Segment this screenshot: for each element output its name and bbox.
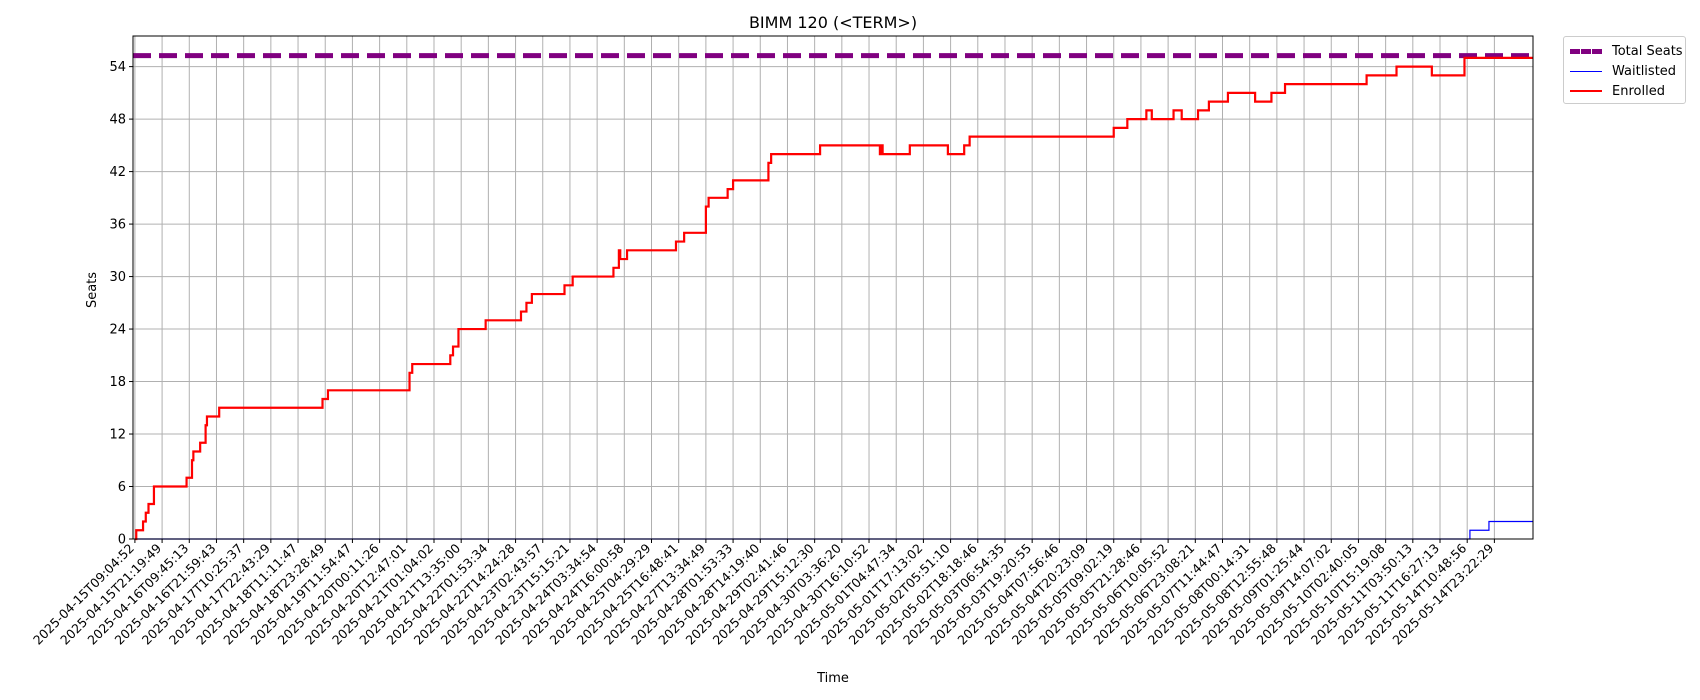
legend-item-enrolled: Enrolled [1570, 81, 1665, 101]
grid-lines [133, 36, 1533, 540]
legend-swatch-total-seats [1570, 48, 1602, 54]
legend: Total Seats Waitlisted Enrolled [1563, 36, 1686, 104]
y-axis-label: Seats [85, 272, 100, 308]
y-tick-label: 24 [109, 323, 126, 338]
legend-item-total-seats: Total Seats [1570, 41, 1683, 61]
x-axis-ticks: 2025-04-15T09:04:522025-04-15T21:19:4920… [30, 539, 1497, 648]
legend-item-waitlisted: Waitlisted [1570, 61, 1676, 81]
y-tick-label: 36 [109, 218, 126, 233]
series-line-enrolled [134, 56, 1533, 541]
legend-label-total-seats: Total Seats [1612, 43, 1683, 59]
y-tick-label: 18 [109, 375, 126, 390]
x-axis-label: Time [816, 671, 849, 686]
y-tick-label: 48 [109, 113, 126, 128]
legend-label-enrolled: Enrolled [1612, 83, 1665, 99]
legend-swatch-enrolled [1570, 90, 1602, 92]
legend-label-waitlisted: Waitlisted [1612, 63, 1677, 79]
y-tick-label: 0 [118, 533, 126, 548]
y-axis-ticks: 0 6 12 18 24 30 36 42 48 54 [109, 60, 133, 548]
plot-frame [132, 35, 1534, 540]
plot-background [133, 36, 1533, 539]
y-tick-label: 6 [118, 480, 126, 495]
y-tick-label: 54 [109, 60, 126, 75]
y-tick-label: 42 [109, 165, 126, 180]
legend-swatch-waitlisted [1570, 70, 1602, 72]
chart-title: BIMM 120 (<TERM>) [749, 13, 917, 32]
y-tick-label: 30 [109, 270, 126, 285]
y-tick-label: 12 [109, 428, 126, 443]
